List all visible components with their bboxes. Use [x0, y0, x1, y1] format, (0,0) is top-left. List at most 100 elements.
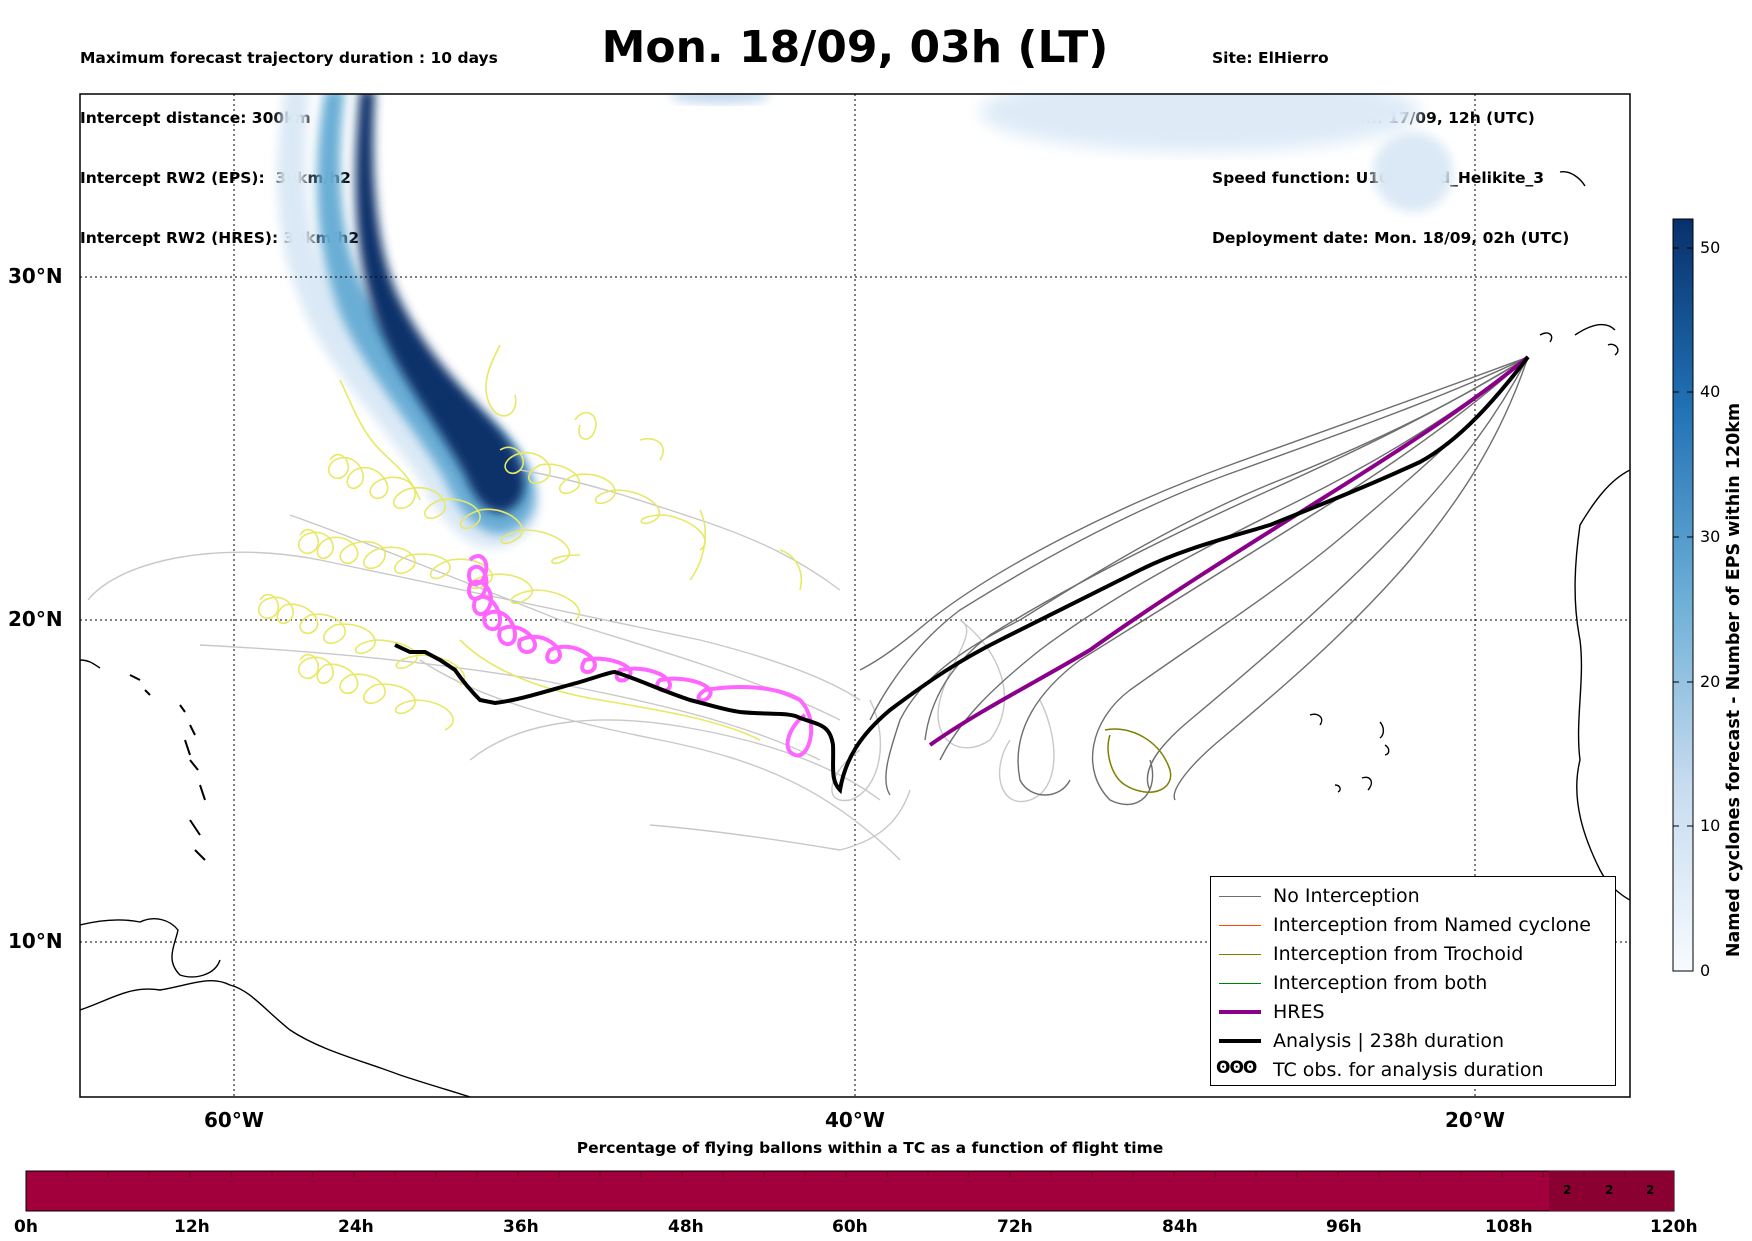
no-interception-tracks: [859, 356, 1529, 806]
time-tick: 12h: [174, 1217, 210, 1237]
colorbar-tick-label: 40: [1700, 382, 1721, 401]
time-tick: 72h: [997, 1217, 1033, 1237]
lon-label-20w: 20°W: [1445, 1108, 1505, 1132]
lat-label-10n: 10°N: [8, 929, 63, 953]
legend-label: Interception from Trochoid: [1273, 943, 1524, 965]
time-tick: 48h: [668, 1217, 704, 1237]
time-tick: 0h: [14, 1217, 38, 1237]
grey-loop: [998, 699, 1055, 803]
yellow-track: [499, 446, 706, 551]
coast-south-america: [80, 980, 471, 1097]
colorbar-gradient: [1672, 218, 1694, 972]
header-right-line: Deployment date: Mon. 18/09, 02h (UTC): [1212, 229, 1570, 247]
time-bar-title: Percentage of flying ballons within a TC…: [576, 1139, 1164, 1157]
hres-track: [928, 355, 1530, 747]
coast-cape-verde: [1309, 713, 1390, 793]
grey-track: [519, 469, 841, 591]
lon-label-60w: 60°W: [204, 1108, 264, 1132]
lat-label-20n: 20°N: [8, 607, 63, 631]
trochoid-track: [1104, 728, 1172, 793]
tc-obs-track: [467, 554, 814, 758]
yellow-cyclone-tracks: [258, 344, 802, 741]
no-interception-track: [1017, 356, 1529, 796]
no-interception-track: [869, 356, 1529, 721]
map-frame: [79, 93, 1631, 1098]
no-interception-track: [885, 356, 1529, 796]
time-tick: 96h: [1326, 1217, 1362, 1237]
legend-item-analysis: Analysis | 238h duration: [1211, 1027, 1615, 1056]
colorbar-label: Named cyclones forecast - Number of EPS …: [1724, 402, 1744, 958]
grey-track: [419, 659, 901, 861]
grey-track: [289, 514, 841, 721]
cyclone-density-field: [277, 94, 1453, 549]
no-interception-track: [924, 356, 1529, 741]
legend-swatch: [1219, 983, 1261, 984]
time-bar-ticks: 0h 12h 24h 36h 48h 60h 72h 84h 96h 108h …: [0, 1217, 1752, 1239]
yellow-track: [298, 528, 581, 621]
legend-label: HRES: [1273, 1001, 1325, 1023]
coast-caribbean-islands: [80, 918, 221, 978]
coastlines: [80, 171, 1630, 1097]
time-bar-highlight: [1549, 1171, 1674, 1211]
legend-label: Interception from both: [1273, 972, 1488, 994]
no-interception-track: [939, 356, 1529, 761]
coast-west-africa: [1574, 469, 1630, 901]
coast-lesser-antilles: [129, 674, 206, 861]
colorbar-ticks: [1673, 247, 1693, 827]
legend-swatch: [1219, 925, 1261, 926]
time-tick: 108h: [1485, 1217, 1533, 1237]
time-tick: 84h: [1162, 1217, 1198, 1237]
lat-label-30n: 30°N: [8, 264, 63, 288]
legend-item-trochoid: Interception from Trochoid: [1211, 940, 1615, 969]
legend-swatch: [1219, 896, 1261, 897]
legend-item-both: Interception from both: [1211, 969, 1615, 998]
yellow-track: [339, 344, 802, 591]
colorbar-tick-label: 10: [1700, 816, 1721, 835]
time-tick: 24h: [338, 1217, 374, 1237]
colorbar-tick-label: 50: [1700, 238, 1721, 257]
legend-label: Interception from Named cyclone: [1273, 914, 1591, 936]
legend-label: Analysis | 238h duration: [1273, 1030, 1505, 1052]
time-bar: [25, 1170, 1675, 1212]
time-tick: 120h: [1650, 1217, 1698, 1237]
colorbar-tick-label: 0: [1700, 961, 1711, 980]
legend-label: No Interception: [1273, 885, 1420, 907]
time-bar-value: 2: [1563, 1183, 1572, 1197]
legend-swatch: [1219, 1039, 1261, 1043]
legend-item-named-cyclone: Interception from Named cyclone: [1211, 911, 1615, 940]
density-small: [670, 94, 770, 104]
legend-swatch: [1219, 954, 1261, 955]
legend-item-tc-obs: ʘʘʘ TC obs. for analysis duration: [1211, 1056, 1615, 1085]
legend-label: TC obs. for analysis duration: [1273, 1059, 1544, 1081]
header-left-line: Maximum forecast trajectory duration : 1…: [80, 49, 498, 67]
legend-item-hres: HRES: [1211, 998, 1615, 1027]
analysis-track: [394, 355, 1530, 795]
grey-loop: [831, 699, 882, 802]
lon-label-40w: 40°W: [825, 1108, 885, 1132]
legend-swatch: [1219, 1010, 1261, 1014]
no-interception-track: [1173, 356, 1529, 801]
no-interception-track: [859, 356, 1529, 671]
map-legend: No Interception Interception from Named …: [1210, 876, 1616, 1086]
time-tick: 60h: [832, 1217, 868, 1237]
no-interception-track: [1091, 356, 1529, 806]
yellow-track: [258, 593, 466, 686]
coast-canary-madeira: [1539, 171, 1619, 356]
grey-track: [649, 789, 911, 851]
yellow-track: [328, 453, 581, 565]
time-bar-value: 2: [1605, 1183, 1614, 1197]
yellow-track: [298, 653, 454, 731]
time-bar-dividers: [66, 1171, 1626, 1177]
yellow-track: [459, 639, 761, 741]
grey-loop: [937, 619, 1006, 749]
grey-track: [199, 644, 821, 761]
grey-ensemble-tracks: [87, 469, 1055, 861]
time-bar-value: 2: [1646, 1183, 1655, 1197]
no-interception-track: [1146, 356, 1529, 791]
colorbar-tick-label: 30: [1700, 527, 1721, 546]
legend-item-no-interception: No Interception: [1211, 882, 1615, 911]
density-north: [980, 94, 1420, 152]
time-tick: 36h: [503, 1217, 539, 1237]
colorbar-tick-label: 20: [1700, 672, 1721, 691]
